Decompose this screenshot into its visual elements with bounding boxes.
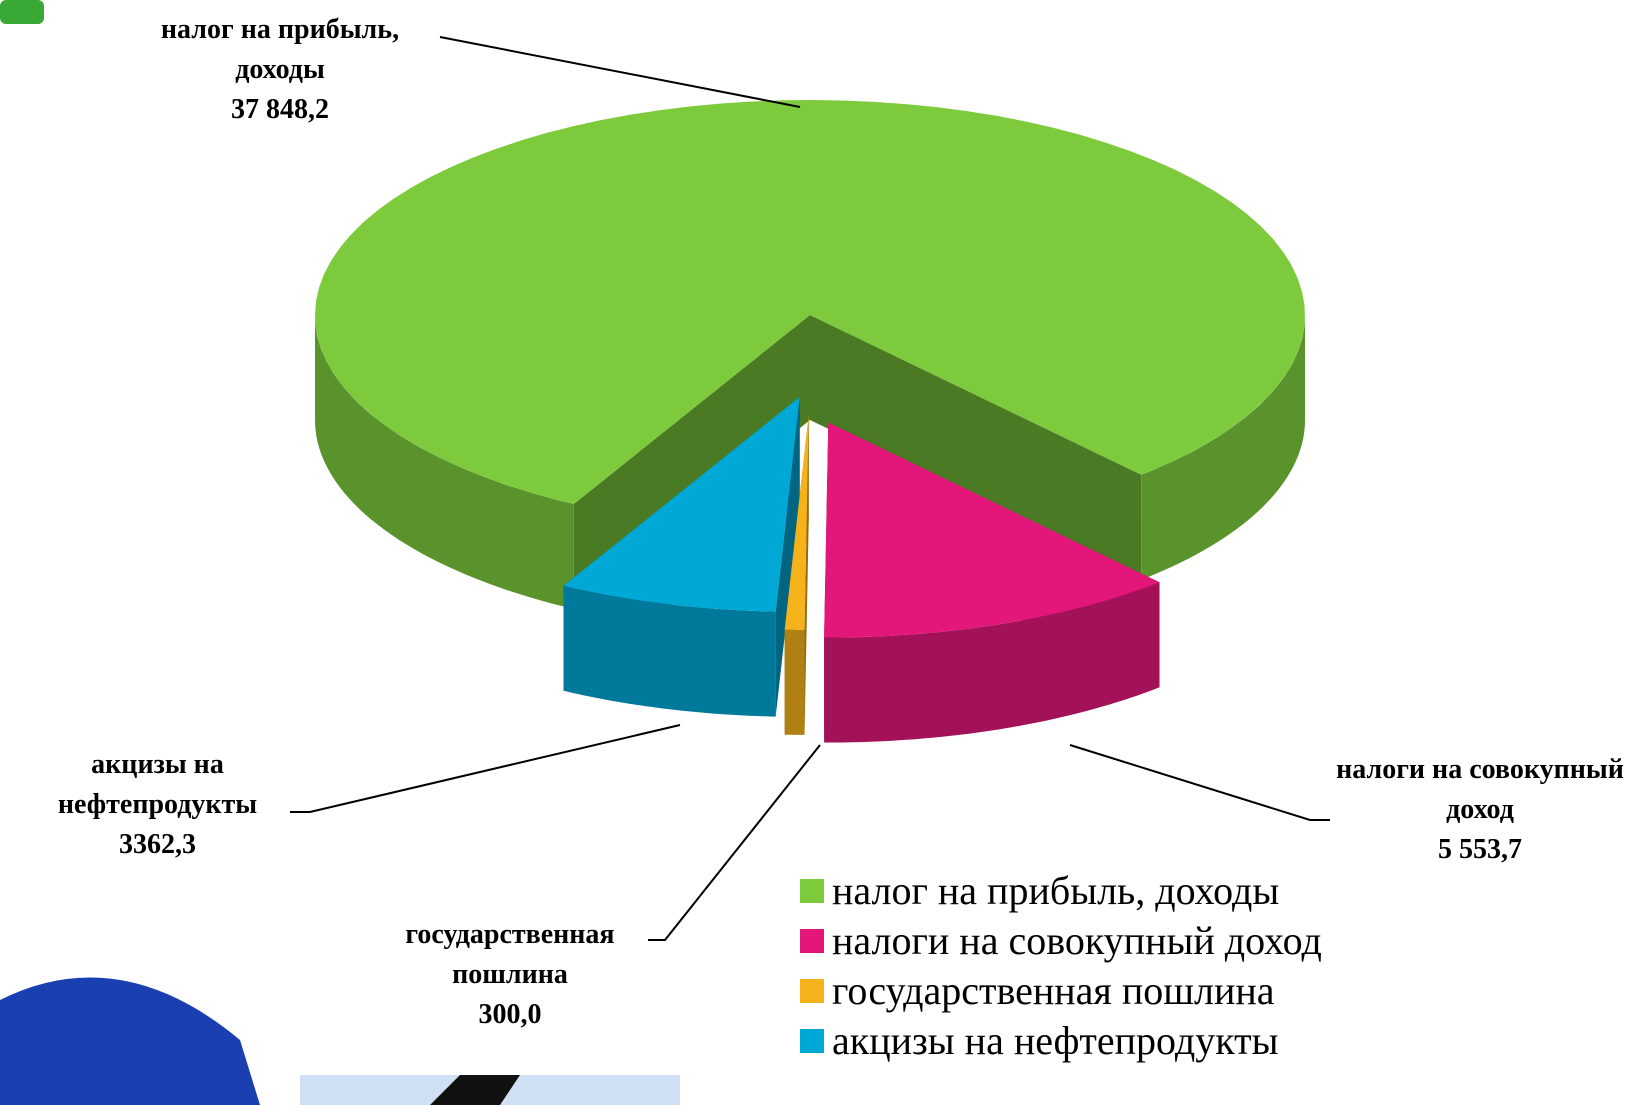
data-label: государственная пошлина 300,0	[370, 915, 650, 1035]
legend-item: государственная пошлина	[800, 966, 1322, 1016]
label-value: 5 553,7	[1438, 834, 1522, 865]
slice-side	[810, 315, 1142, 580]
slice-top	[784, 415, 809, 630]
slice	[784, 414, 809, 735]
decoration	[0, 0, 44, 24]
legend-label: государственная пошлина	[832, 968, 1275, 1013]
legend-label: налоги на совокупный доход	[832, 918, 1322, 963]
leader-line	[290, 724, 681, 813]
legend-item: налог на прибыль, доходы	[800, 866, 1322, 916]
label-category: акцизы на нефтепродукты	[57, 749, 258, 820]
slice-wall	[1141, 315, 1305, 580]
legend-swatch	[800, 979, 824, 1003]
slice-wall	[315, 315, 574, 609]
data-label: налог на прибыль, доходы 37 848,2	[120, 10, 440, 130]
leader-lines	[290, 36, 1330, 941]
label-category: налоги на совокупный доход	[1336, 754, 1624, 825]
leader-line	[648, 744, 821, 941]
legend-item: налоги на совокупный доход	[800, 916, 1322, 966]
label-category: государственная пошлина	[405, 919, 615, 990]
slice-top	[563, 396, 800, 612]
pie	[315, 100, 1305, 743]
slice	[563, 396, 800, 717]
leader-line	[439, 36, 801, 108]
decoration	[0, 977, 260, 1105]
slice	[315, 100, 1305, 609]
slice-top	[824, 422, 1160, 638]
slice-wall	[784, 629, 805, 735]
legend-swatch	[800, 1029, 824, 1053]
legend: налог на прибыль, доходы налоги на совоку…	[800, 866, 1322, 1066]
label-value: 37 848,2	[231, 94, 329, 125]
label-category: налог на прибыль, доходы	[160, 14, 400, 85]
slice	[824, 422, 1160, 743]
leader-line	[1069, 744, 1330, 821]
legend-item: акцизы на нефтепродукты	[800, 1016, 1322, 1066]
data-label: налоги на совокупный доход 5 553,7	[1330, 750, 1630, 870]
slice-wall	[824, 582, 1160, 743]
slice-top	[315, 100, 1305, 504]
legend-label: налог на прибыль, доходы	[832, 868, 1280, 913]
label-value: 300,0	[478, 999, 542, 1030]
slice-wall	[563, 585, 776, 717]
label-value: 3362,3	[119, 829, 196, 860]
legend-swatch	[800, 929, 824, 953]
legend-label: акцизы на нефтепродукты	[832, 1018, 1279, 1063]
data-label: акцизы на нефтепродукты 3362,3	[25, 745, 290, 865]
legend-swatch	[800, 879, 824, 903]
decoration	[430, 1075, 520, 1105]
